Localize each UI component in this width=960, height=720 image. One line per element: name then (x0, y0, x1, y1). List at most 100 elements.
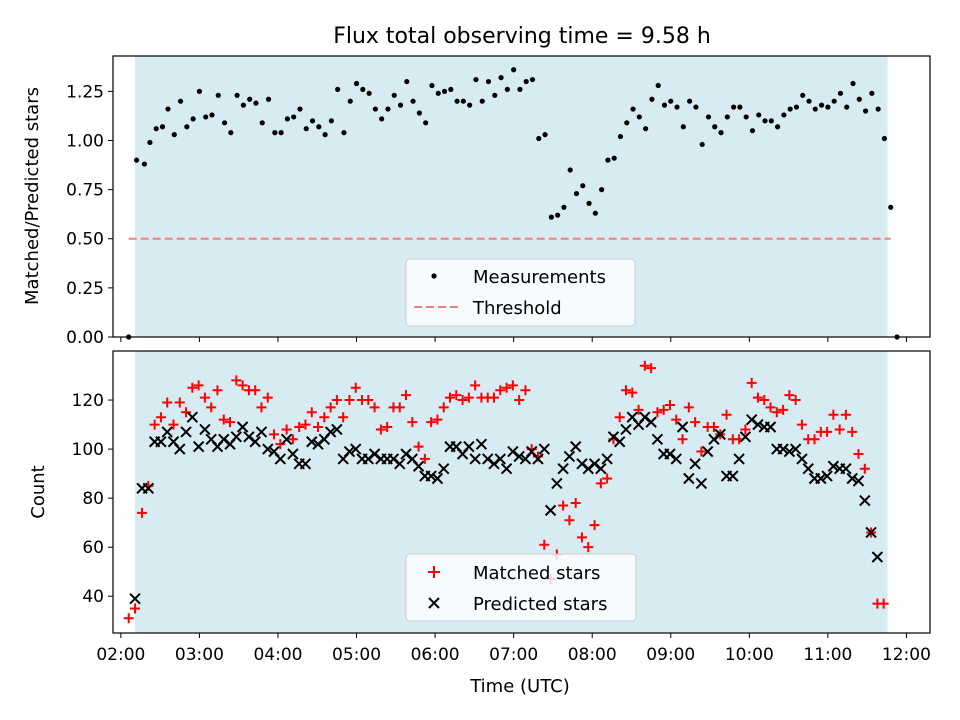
predicted-star-point (651, 433, 664, 445)
matched-star-point (809, 434, 820, 445)
matched-star-point (262, 392, 273, 403)
measurement-point (762, 118, 768, 124)
predicted-star-point (557, 462, 569, 475)
measurement-point (592, 210, 598, 216)
predicted-star-point (689, 458, 701, 470)
matched-star-point (696, 446, 707, 457)
y-tick-label: 0.50 (66, 230, 104, 250)
measurement-point (297, 106, 303, 112)
predicted-star-point (192, 440, 205, 453)
matched-star-point (401, 390, 412, 401)
measurement-point (309, 118, 316, 124)
predicted-star-point (739, 431, 752, 443)
measurement-point (184, 124, 190, 130)
matched-star-point (784, 390, 795, 401)
y-tick-label: 1.25 (66, 82, 104, 102)
measurement-point (423, 120, 429, 126)
matched-star-point (583, 542, 594, 553)
measurement-point (643, 126, 649, 132)
predicted-star-point (475, 438, 488, 450)
y-tick-label: 100 (72, 440, 104, 460)
matched-star-point (331, 395, 342, 406)
measurement-point (812, 106, 818, 112)
measurement-point (655, 82, 661, 89)
matched-star-point (671, 414, 682, 425)
legend-box-top (405, 258, 636, 327)
measurement-point (844, 104, 850, 110)
matched-star-point (746, 377, 757, 388)
measurement-point (699, 141, 705, 148)
measurement-point (630, 106, 636, 112)
matched-star-point (878, 598, 889, 609)
measurement-point (284, 116, 290, 122)
predicted-star-point (394, 458, 406, 470)
matched-star-point (123, 613, 134, 624)
matched-star-point (828, 409, 839, 420)
predicted-star-point (563, 450, 576, 463)
predicted-star-point (230, 431, 243, 443)
predicted-star-point (569, 440, 582, 453)
measurement-point (448, 86, 454, 93)
matched-star-point (847, 426, 858, 437)
matched-star-point (313, 422, 324, 433)
predicted-star-point (695, 477, 708, 490)
measurement-point (147, 139, 153, 146)
measurement-point (372, 106, 378, 112)
predicted-star-points (129, 411, 884, 605)
predicted-star-point (431, 472, 444, 485)
x-tick-label: 06:00 (411, 645, 460, 665)
matched-star-point (602, 473, 613, 484)
measurement-point (165, 106, 171, 112)
measurement-point (668, 98, 674, 104)
predicted-star-point (840, 462, 852, 475)
matched-star-point (300, 419, 311, 430)
legend-bottom: Matched stars Predicted stars (405, 553, 637, 622)
matched-star-point (375, 424, 386, 435)
matched-star-point (778, 404, 789, 415)
legend-label-measurements: Measurements (473, 267, 606, 288)
predicted-star-point (595, 462, 607, 475)
matched-star-point (256, 402, 267, 413)
y-tick-label: 0.00 (66, 328, 104, 348)
matched-star-point (419, 453, 430, 464)
measurement-point (265, 96, 272, 102)
measurement-point (335, 86, 341, 93)
matched-star-point (683, 402, 694, 413)
measurement-point (171, 132, 177, 138)
predicted-star-point (287, 448, 299, 460)
matched-star-point (740, 424, 751, 435)
matched-star-point (620, 385, 631, 396)
predicted-star-point (343, 445, 356, 458)
y-tick-label: 60 (82, 538, 104, 558)
measurement-point (674, 104, 680, 110)
y-tick-label: 0.75 (66, 181, 104, 201)
predicted-star-point (324, 426, 337, 438)
predicted-star-point (463, 440, 475, 453)
axes-frame-bottom (112, 350, 931, 634)
measurement-point (768, 118, 774, 124)
matched-star-point (168, 419, 179, 430)
measurement-point (215, 92, 221, 98)
predicted-star-point (601, 453, 613, 465)
measurement-point (605, 157, 611, 163)
measurement-point (228, 130, 234, 136)
matched-star-point (539, 539, 550, 550)
predicted-star-point (280, 433, 293, 445)
measurement-point (586, 200, 592, 206)
matched-star-point (840, 409, 851, 420)
measurement-point (743, 114, 749, 120)
measurement-point (731, 104, 737, 110)
x-tick-label: 11:00 (803, 645, 852, 665)
y-axis-label-bottom: Count (28, 465, 49, 518)
matched-star-point (495, 385, 506, 396)
matched-star-point (394, 402, 405, 413)
measurement-point (624, 120, 630, 126)
matched-star-point (306, 407, 317, 418)
measurement-point (875, 106, 881, 112)
matched-star-point (664, 399, 675, 410)
measurement-point (247, 96, 253, 102)
measurement-point (133, 157, 140, 163)
predicted-star-point (802, 462, 814, 475)
x-tick-label: 09:00 (646, 645, 695, 665)
